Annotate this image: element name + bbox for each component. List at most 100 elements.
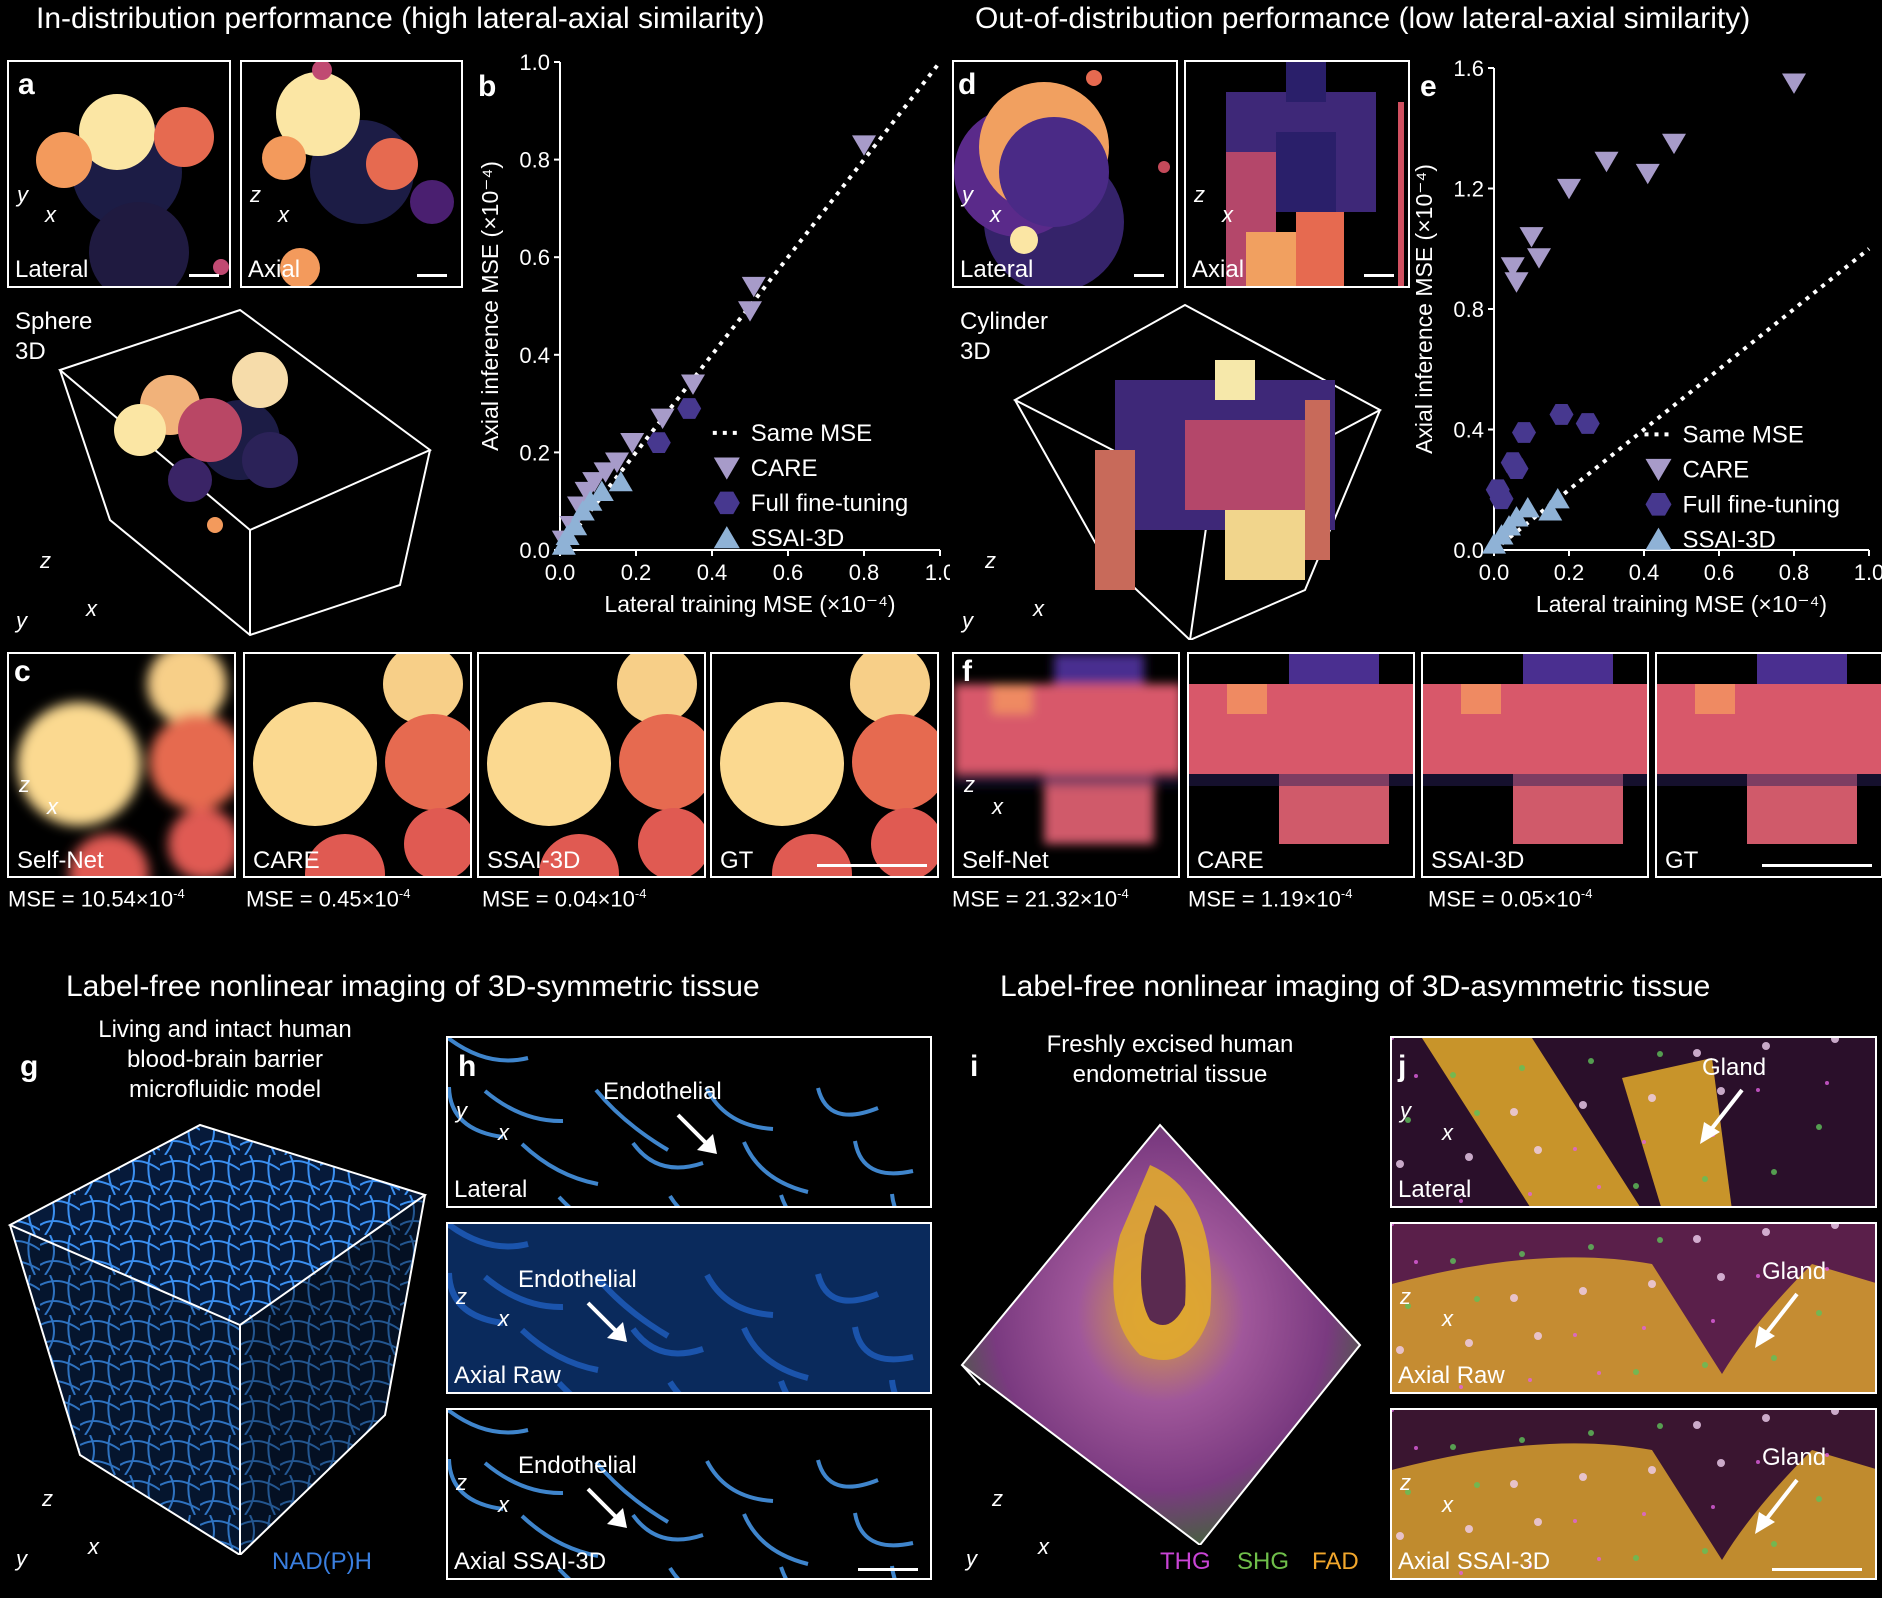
sphere-axial-gt-image — [720, 654, 937, 876]
axis-x-label: x — [1442, 1120, 1453, 1145]
axis-z-label: z — [964, 772, 975, 797]
y-tick-label: 0.4 — [1453, 418, 1484, 443]
data-point — [741, 276, 766, 298]
data-point — [1515, 497, 1540, 518]
data-point — [593, 462, 618, 483]
axes: 0.0 0.2 0.4 0.6 0.8 1.0 0.0 0.2 0.4 0.6 0.8 1.0 Late… — [477, 50, 955, 617]
j-row-label-1: Axial Raw — [1398, 1362, 1505, 1389]
i-caption: Freshly excised human endometrial tissue — [1046, 1031, 1294, 1088]
endothelial-image-1 — [448, 1224, 930, 1392]
arrow-icon — [1755, 1478, 1799, 1534]
axis-y-label: y — [966, 1546, 977, 1571]
panel-d-axial: Axial z x — [1184, 60, 1410, 288]
panel-f-self-net: Self-Net z x — [952, 652, 1180, 878]
x-tick-label: 0.2 — [621, 560, 652, 585]
axis-x-label: x — [86, 596, 97, 621]
mse-ssai-left: MSE = 0.04×10-4 — [482, 886, 647, 912]
h-row-label-2: Axial SSAI-3D — [454, 1548, 607, 1575]
panel-f-care: CARE — [1187, 652, 1415, 878]
panel-label-a: a — [18, 68, 35, 101]
panel-d-lateral: Lateral y x — [952, 60, 1178, 288]
data-point — [1527, 248, 1551, 269]
arrow-icon — [586, 1487, 627, 1528]
y-tick-label: 1.6 — [1453, 56, 1484, 81]
gt-label: GT — [720, 847, 754, 874]
data-point — [1504, 458, 1529, 480]
chart-b: 0.0 0.2 0.4 0.6 0.8 1.0 0.0 0.2 0.4 0.6 0.8 1.0 Late… — [470, 50, 955, 635]
ssai-label: SSAI-3D — [1431, 847, 1525, 874]
mse-care-left: MSE = 0.45×10-4 — [246, 886, 411, 912]
data-point — [646, 432, 671, 454]
series-ssai-3d — [1482, 487, 1570, 554]
panel-label-f: f — [962, 655, 972, 688]
axis-x-label: x — [278, 202, 289, 227]
panel-j-0: Lateral y x Gland — [1390, 1036, 1877, 1208]
x-tick-label: 0.0 — [545, 560, 576, 585]
legend-label: Full fine-tuning — [751, 490, 908, 517]
data-point — [589, 480, 614, 502]
legend-label: Full fine-tuning — [1683, 491, 1840, 518]
y-tick-label: 1.2 — [1453, 177, 1484, 202]
cylinder-axial-ssai-image — [1423, 654, 1647, 844]
x-tick-label: 0.8 — [1779, 560, 1810, 585]
data-point — [1662, 133, 1686, 155]
y-tick-label: 0.8 — [1453, 297, 1484, 322]
sphere-3d-label: 3D — [15, 338, 46, 365]
axis-z-label: z — [19, 772, 30, 797]
data-point — [605, 452, 629, 473]
axis-y-label: y — [962, 608, 973, 633]
axis-z-label: z — [250, 182, 261, 207]
arrow-icon — [676, 1113, 717, 1154]
scale-bar — [417, 274, 447, 277]
data-point — [1635, 163, 1660, 185]
data-point — [1594, 151, 1619, 173]
bbb-3d-render — [7, 1123, 428, 1555]
panel-c-self-net: Self-Net z x — [7, 652, 236, 878]
panel-label-j: j — [1398, 1050, 1407, 1083]
x-tick-label: 0.2 — [1554, 560, 1585, 585]
legend-swatch — [713, 491, 740, 515]
self-net-label: Self-Net — [17, 847, 104, 874]
data-point — [620, 433, 645, 454]
axis-x-label: x — [45, 202, 56, 227]
endothelial-image-2 — [448, 1410, 914, 1578]
endothelial-annotation: Endothelial — [518, 1452, 637, 1479]
cylinder-3d-render — [1012, 303, 1383, 640]
y-tick-label: 0.0 — [519, 538, 550, 563]
scale-bar — [817, 864, 927, 867]
sphere-label: Sphere — [15, 308, 93, 335]
scale-bar — [1762, 864, 1872, 867]
legend: Same MSE CARE Full fine-tuning SSAI-3D — [712, 420, 908, 552]
shg-channel-label: SHG — [1237, 1548, 1290, 1575]
series-ssai-3d — [551, 470, 633, 555]
self-net-label: Self-Net — [962, 847, 1049, 874]
panel-c-ssai: SSAI-3D — [477, 652, 706, 878]
x-tick-label: 0.6 — [773, 560, 804, 585]
sphere-lateral-image — [36, 94, 229, 286]
panel-h-1: Axial Raw z x Endothelial — [446, 1222, 932, 1394]
gland-image-0 — [1392, 1038, 1875, 1206]
series-full-fine-tuning — [1485, 404, 1600, 510]
axes: 0.0 0.2 0.4 0.6 0.8 1.0 0.0 0.4 0.8 1.2 1.6 Lateral… — [1411, 56, 1882, 617]
axis-x-label: x — [1033, 596, 1044, 621]
data-point — [677, 398, 702, 419]
data-point — [582, 472, 607, 493]
mse-ssai-right: MSE = 0.05×10-4 — [1428, 886, 1593, 912]
data-point — [1538, 500, 1563, 521]
h-row-label-1: Axial Raw — [454, 1362, 561, 1389]
thg-channel-label: THG — [1160, 1548, 1211, 1575]
top-right-title: Out-of-distribution performance (low lat… — [975, 2, 1751, 35]
h-row-label-0: Lateral — [454, 1176, 528, 1203]
axis-x-label: x — [990, 202, 1001, 227]
axis-x-label: x — [992, 794, 1003, 819]
legend-label: SSAI-3D — [1683, 526, 1776, 553]
sphere-axial-image — [262, 62, 454, 286]
panel-c-gt: GT — [710, 652, 939, 878]
panel-h-0: Lateral y x Endothelial — [446, 1036, 932, 1208]
g-caption: Living and intact human blood-brain barri… — [98, 1016, 352, 1103]
panel-label-d: d — [958, 68, 977, 101]
lateral-label: Lateral — [15, 256, 89, 283]
legend-label: Same MSE — [1683, 421, 1804, 448]
care-label: CARE — [253, 847, 320, 874]
sphere-axial-ssai-image — [487, 654, 704, 876]
